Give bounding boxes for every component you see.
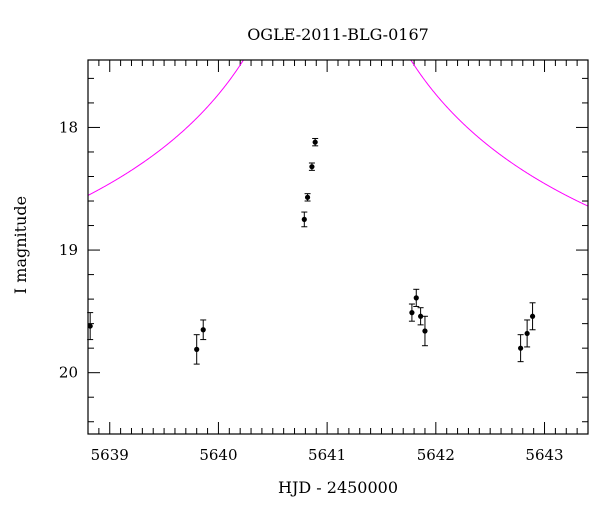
- x-axis-label: HJD - 2450000: [278, 478, 398, 497]
- data-point: [529, 313, 536, 319]
- data-point: [87, 323, 93, 329]
- plot-area: 5639 5640 5641 5642 5643 18 19 20: [59, 59, 589, 464]
- x-tick-label: 5641: [308, 446, 346, 464]
- data-point: [518, 345, 524, 351]
- data-point: [304, 194, 311, 200]
- data-point: [524, 330, 530, 337]
- data-point: [418, 313, 424, 319]
- data-point: [194, 346, 200, 352]
- data-point: [422, 328, 428, 334]
- x-tick-label: 5640: [199, 446, 237, 464]
- data-point: [312, 139, 318, 145]
- y-tick-label: 18: [59, 118, 78, 136]
- x-tick-label: 5642: [417, 446, 455, 464]
- plot-frame: [87, 59, 589, 435]
- y-tick-label: 19: [59, 241, 78, 259]
- data-point: [309, 164, 315, 170]
- x-tick-label: 5639: [91, 446, 129, 464]
- data-point: [413, 295, 419, 301]
- x-tick-label: 5643: [525, 446, 563, 464]
- model-curve: [88, 60, 588, 207]
- data-point: [200, 327, 206, 333]
- data-point: [409, 310, 415, 316]
- y-tick-label: 20: [59, 364, 78, 382]
- y-axis-label: I magnitude: [11, 196, 30, 294]
- data-point: [301, 216, 307, 223]
- chart-title: OGLE-2011-BLG-0167: [247, 25, 429, 44]
